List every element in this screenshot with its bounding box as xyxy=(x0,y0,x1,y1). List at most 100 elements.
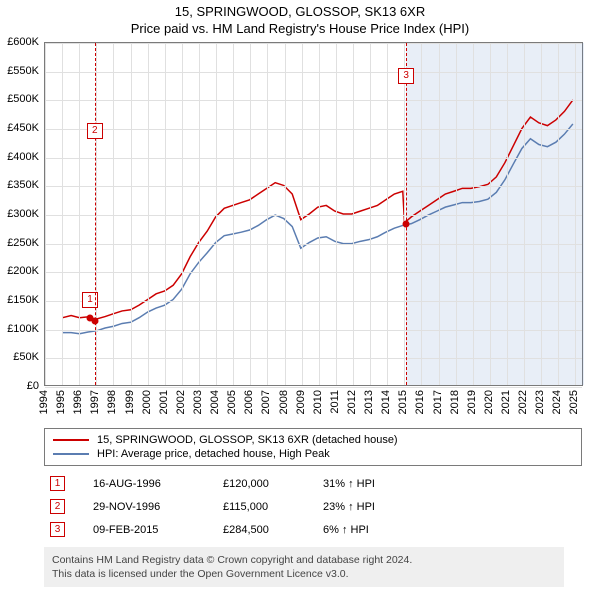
title-block: 15, SPRINGWOOD, GLOSSOP, SK13 6XR Price … xyxy=(0,0,600,36)
footer-line: Contains HM Land Registry data © Crown c… xyxy=(52,553,556,567)
legend-item: 15, SPRINGWOOD, GLOSSOP, SK13 6XR (detac… xyxy=(53,433,573,447)
footer-line: This data is licensed under the Open Gov… xyxy=(52,567,556,581)
series-line-hpi xyxy=(63,124,573,334)
x-tick-label: 2017 xyxy=(432,390,444,414)
gridline-v xyxy=(45,43,46,385)
gridline-v xyxy=(524,43,525,385)
gridline-v xyxy=(165,43,166,385)
x-tick-label: 2018 xyxy=(449,390,461,414)
gridline-v xyxy=(456,43,457,385)
gridline-h xyxy=(45,158,582,159)
gridline-v xyxy=(79,43,80,385)
gridline-v xyxy=(62,43,63,385)
footer-attribution: Contains HM Land Registry data © Crown c… xyxy=(44,547,564,587)
legend-label: 15, SPRINGWOOD, GLOSSOP, SK13 6XR (detac… xyxy=(97,434,398,446)
gridline-v xyxy=(148,43,149,385)
x-tick-label: 2005 xyxy=(226,390,238,414)
x-tick-label: 2016 xyxy=(414,390,426,414)
sale-index-box: 3 xyxy=(50,522,65,537)
x-tick-label: 1995 xyxy=(55,390,67,414)
x-tick-label: 2013 xyxy=(363,390,375,414)
y-tick-label: £50K xyxy=(0,351,39,363)
x-tick-label: 2022 xyxy=(517,390,529,414)
gridline-v xyxy=(473,43,474,385)
marker-box: 3 xyxy=(398,68,414,84)
sale-delta: 6% ↑ HPI xyxy=(323,524,443,536)
y-tick-label: £600K xyxy=(0,36,39,48)
x-tick-label: 1996 xyxy=(72,390,84,414)
chart-plot-area: 123 xyxy=(44,42,583,386)
y-tick-label: £450K xyxy=(0,122,39,134)
legend-swatch xyxy=(53,453,89,455)
x-tick-label: 2009 xyxy=(295,390,307,414)
gridline-v xyxy=(370,43,371,385)
x-tick-label: 2015 xyxy=(397,390,409,414)
gridline-v xyxy=(353,43,354,385)
gridline-v xyxy=(421,43,422,385)
sales-row: 3 09-FEB-2015 £284,500 6% ↑ HPI xyxy=(44,518,564,541)
x-tick-label: 2020 xyxy=(483,390,495,414)
sale-date: 16-AUG-1996 xyxy=(93,478,223,490)
gridline-v xyxy=(336,43,337,385)
x-tick-label: 2011 xyxy=(329,390,341,414)
sale-date: 29-NOV-1996 xyxy=(93,501,223,513)
legend-label: HPI: Average price, detached house, High… xyxy=(97,448,330,460)
marker-dot xyxy=(403,220,410,227)
gridline-h xyxy=(45,244,582,245)
gridline-v xyxy=(541,43,542,385)
title-address: 15, SPRINGWOOD, GLOSSOP, SK13 6XR xyxy=(0,4,600,19)
gridline-v xyxy=(267,43,268,385)
x-tick-label: 2023 xyxy=(534,390,546,414)
gridline-v xyxy=(182,43,183,385)
x-tick-label: 2025 xyxy=(568,390,580,414)
gridline-h xyxy=(45,358,582,359)
x-tick-label: 2001 xyxy=(158,390,170,414)
gridline-h xyxy=(45,186,582,187)
x-tick-label: 2024 xyxy=(551,390,563,414)
gridline-v xyxy=(233,43,234,385)
x-tick-label: 1999 xyxy=(124,390,136,414)
x-tick-label: 2000 xyxy=(141,390,153,414)
gridline-v xyxy=(131,43,132,385)
y-tick-label: £0 xyxy=(0,380,39,392)
gridline-h xyxy=(45,387,582,388)
marker-dashline xyxy=(95,43,96,385)
chart-lines-svg xyxy=(45,43,582,385)
gridline-v xyxy=(319,43,320,385)
gridline-h xyxy=(45,100,582,101)
gridline-v xyxy=(404,43,405,385)
x-tick-label: 2007 xyxy=(260,390,272,414)
sale-price: £115,000 xyxy=(223,501,323,513)
x-tick-label: 2002 xyxy=(175,390,187,414)
title-subtitle: Price paid vs. HM Land Registry's House … xyxy=(0,21,600,36)
x-tick-label: 2008 xyxy=(278,390,290,414)
y-tick-label: £150K xyxy=(0,294,39,306)
x-tick-label: 2012 xyxy=(346,390,358,414)
x-tick-label: 2004 xyxy=(209,390,221,414)
marker-box: 2 xyxy=(87,123,103,139)
x-tick-label: 1998 xyxy=(106,390,118,414)
gridline-h xyxy=(45,330,582,331)
marker-dot xyxy=(91,318,98,325)
x-tick-label: 2003 xyxy=(192,390,204,414)
x-tick-label: 2019 xyxy=(466,390,478,414)
y-tick-label: £550K xyxy=(0,65,39,77)
gridline-h xyxy=(45,272,582,273)
gridline-h xyxy=(45,72,582,73)
gridline-v xyxy=(216,43,217,385)
y-tick-label: £400K xyxy=(0,151,39,163)
gridline-h xyxy=(45,43,582,44)
gridline-h xyxy=(45,215,582,216)
gridline-v xyxy=(439,43,440,385)
y-tick-label: £250K xyxy=(0,237,39,249)
legend: 15, SPRINGWOOD, GLOSSOP, SK13 6XR (detac… xyxy=(44,428,582,466)
x-tick-label: 2021 xyxy=(500,390,512,414)
gridline-v xyxy=(285,43,286,385)
gridline-h xyxy=(45,301,582,302)
sales-table: 1 16-AUG-1996 £120,000 31% ↑ HPI 2 29-NO… xyxy=(44,472,564,541)
gridline-v xyxy=(575,43,576,385)
gridline-v xyxy=(113,43,114,385)
sales-row: 1 16-AUG-1996 £120,000 31% ↑ HPI xyxy=(44,472,564,495)
x-tick-label: 1994 xyxy=(38,390,50,414)
sale-delta: 31% ↑ HPI xyxy=(323,478,443,490)
